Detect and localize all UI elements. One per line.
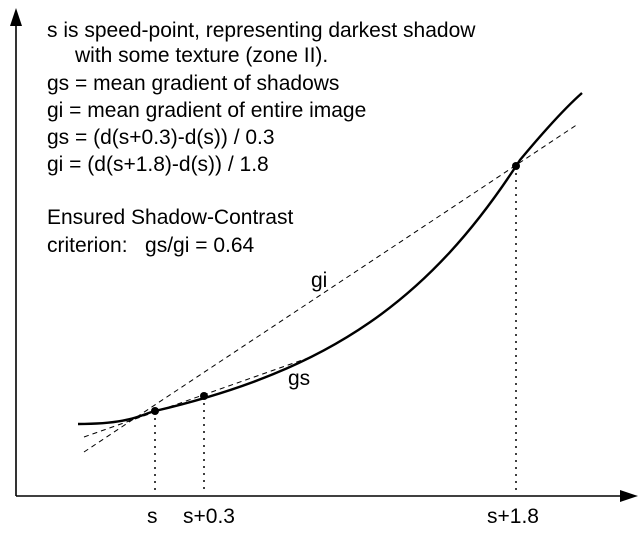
criterion-line: criterion: gs/gi = 0.64 [47,234,255,257]
annotation-line-6: gi = (d(s+1.8)-d(s)) / 1.8 [47,153,269,176]
annotation-line-3: gs = mean gradient of shadows [47,72,339,95]
annotation-line-1: s is speed-point, representing darkest s… [47,19,476,42]
density-curve [77,92,583,426]
annotation-line-5: gs = (d(s+0.3)-d(s)) / 0.3 [47,126,275,149]
tick-label-s-plus-1-8: s+1.8 [487,505,539,528]
point-s-plus-1-8 [512,162,520,170]
gs-gradient-line [83,357,309,438]
tick-label-s-plus-0-3: s+0.3 [183,505,235,528]
point-s-plus-0-3 [200,392,208,400]
annotation-line-2: with some texture (zone II). [74,44,328,67]
annotation-line-4: gi = mean gradient of entire image [47,99,366,122]
x-axis-arrow [620,490,638,502]
point-s [151,407,159,415]
criterion-title: Ensured Shadow-Contrast [47,206,293,229]
tick-label-s: s [147,505,158,528]
y-axis-arrow [10,8,22,26]
gs-label: gs [288,367,310,390]
gi-label: gi [311,269,327,292]
